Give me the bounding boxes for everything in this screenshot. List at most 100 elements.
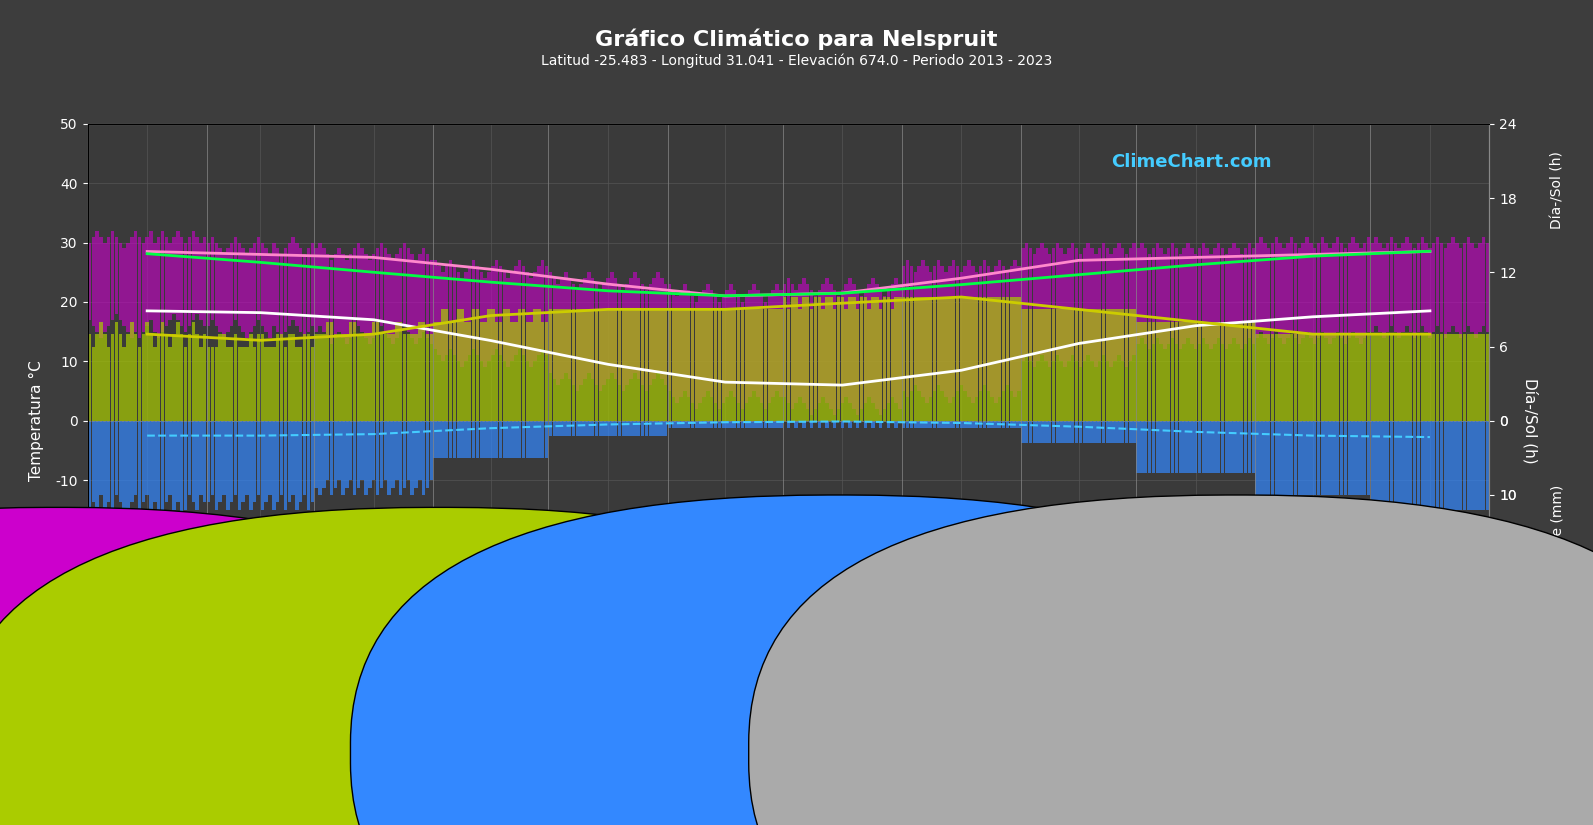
Bar [218, 334, 221, 421]
Bar [314, 334, 319, 421]
Text: Promedio mensual: Promedio mensual [1251, 770, 1367, 783]
Bar [280, 421, 284, 495]
Bar [1432, 243, 1435, 332]
Bar [933, 266, 937, 391]
Bar [202, 237, 207, 326]
Bar [368, 334, 371, 421]
Bar [1378, 243, 1381, 332]
Bar [760, 309, 763, 421]
Bar [1416, 334, 1419, 421]
Bar [180, 237, 183, 326]
Bar [691, 421, 695, 428]
Bar [561, 278, 564, 380]
Bar [518, 261, 521, 350]
Bar [161, 231, 164, 332]
Bar [218, 248, 221, 332]
Bar [1424, 421, 1427, 510]
Bar [169, 243, 172, 320]
Bar [379, 243, 384, 326]
Bar [483, 278, 487, 367]
Bar [1121, 309, 1125, 421]
Bar [223, 334, 226, 421]
Bar [1193, 254, 1198, 350]
Bar [744, 296, 749, 403]
Bar [1462, 243, 1466, 332]
Bar [1481, 237, 1485, 326]
Bar [1429, 421, 1432, 510]
Bar [1032, 309, 1035, 421]
Bar [1059, 421, 1063, 443]
Bar [1225, 421, 1228, 473]
Text: ClimeChart.com: ClimeChart.com [1110, 153, 1271, 172]
Bar [718, 302, 722, 409]
Bar [433, 322, 436, 421]
Bar [234, 421, 237, 495]
Bar [1340, 421, 1343, 495]
Bar [787, 309, 790, 421]
Bar [863, 421, 867, 428]
Bar [637, 421, 640, 436]
Bar [1351, 334, 1354, 421]
Bar [183, 346, 188, 421]
Bar [718, 309, 722, 421]
Bar [1244, 322, 1247, 421]
Bar [1136, 421, 1139, 473]
Bar [387, 421, 390, 495]
Bar [1367, 334, 1370, 421]
Bar [1383, 334, 1386, 421]
Bar [145, 237, 148, 326]
Bar [387, 254, 390, 337]
Bar [150, 421, 153, 517]
Bar [468, 421, 472, 458]
Bar [1429, 334, 1432, 421]
Bar [479, 322, 483, 421]
Bar [1043, 309, 1048, 421]
Bar [994, 297, 997, 421]
Bar [1152, 248, 1155, 343]
Bar [1408, 334, 1413, 421]
Bar [1470, 334, 1474, 421]
Bar [714, 296, 717, 403]
Bar [1286, 421, 1290, 495]
Bar [868, 309, 871, 421]
Bar [722, 421, 725, 428]
Bar [1255, 334, 1258, 421]
Bar [599, 309, 602, 421]
Bar [1114, 248, 1117, 361]
Bar [319, 334, 322, 421]
Bar [1160, 421, 1163, 473]
Bar [99, 322, 104, 421]
Bar [749, 421, 752, 428]
Bar [96, 421, 99, 517]
Bar [1094, 309, 1098, 421]
Bar [104, 421, 107, 525]
Bar [929, 297, 932, 421]
Bar [556, 309, 559, 421]
Bar [457, 421, 460, 458]
Bar [457, 272, 460, 361]
Bar [588, 272, 591, 373]
Bar [280, 334, 284, 421]
Bar [1059, 309, 1063, 421]
Bar [1102, 309, 1106, 421]
Bar [1018, 297, 1021, 421]
Bar [809, 309, 814, 421]
Bar [287, 334, 292, 421]
Bar [395, 322, 398, 421]
Bar [553, 278, 556, 380]
Bar [1233, 322, 1236, 421]
Bar [1098, 248, 1101, 361]
Bar [1386, 334, 1389, 421]
Bar [499, 322, 502, 421]
Bar [594, 284, 599, 385]
Bar [714, 309, 717, 421]
Bar [1090, 248, 1094, 361]
Bar [264, 248, 268, 332]
Bar [1217, 322, 1220, 421]
Bar [1201, 322, 1204, 421]
Bar [137, 346, 142, 421]
Bar [967, 421, 970, 428]
Bar [1416, 243, 1419, 332]
Bar [387, 334, 390, 421]
Bar [860, 296, 863, 409]
